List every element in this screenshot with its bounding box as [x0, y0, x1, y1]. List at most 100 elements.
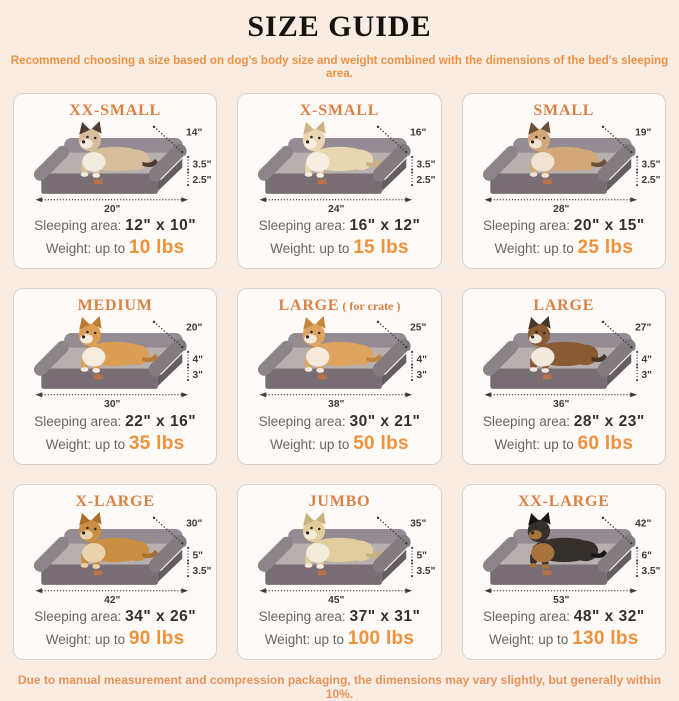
sleeping-area-label: Sleeping area: — [482, 218, 571, 234]
weight-label: Weight: up to — [45, 241, 126, 257]
sleeping-area-line: Sleeping area: 34" x 26" — [16, 607, 214, 627]
depth-dimension-label: 20" — [186, 323, 202, 334]
weight-line: Weight: up to 100 lbs — [240, 627, 438, 651]
pet-nose — [530, 140, 534, 144]
pet-illustration — [303, 316, 383, 374]
bed-front-bolster — [259, 534, 411, 575]
depth-dimension-label: 16" — [410, 128, 426, 139]
weight-value: 15 lbs — [353, 237, 409, 259]
weight-label: Weight: up to — [494, 241, 574, 257]
bolster-height-label: 6" — [641, 550, 652, 561]
bed-front-bolster — [34, 534, 187, 575]
bed-front-bolster — [259, 339, 411, 380]
size-title-suffix: ( for crate ) — [339, 299, 401, 314]
base-height-label: 3.5" — [192, 566, 211, 577]
base-height-label: 2.5" — [417, 175, 436, 186]
dimension-annotations: 35" 5" 3.5" 45" — [259, 516, 436, 605]
depth-dimension-label: 19" — [635, 128, 651, 139]
bed-illustration: 42" 6" 3.5" 53" — [482, 511, 660, 605]
size-title-main: XX-LARGE — [517, 492, 610, 510]
base-height-label: 3.5" — [641, 566, 660, 577]
dimension-annotations: 42" 6" 3.5" 53" — [484, 516, 660, 605]
size-title-main: XX-SMALL — [69, 102, 162, 119]
bed-front-bolster — [34, 339, 187, 380]
page-title: SIZE GUIDE — [247, 10, 432, 43]
pet-nose — [81, 530, 86, 535]
pet-illustration — [78, 316, 158, 374]
weight-value: 90 lbs — [128, 627, 185, 649]
size-title: MEDIUM — [16, 296, 214, 315]
brand-tag — [318, 569, 327, 575]
width-dimension-label: 38" — [328, 399, 344, 409]
pet-illustration — [527, 316, 607, 374]
sleeping-area-value: 28" x 23" — [573, 412, 645, 430]
bolster-height-label: 3.5" — [192, 160, 211, 171]
bed-illustration: 35" 5" 3.5" 45" — [258, 511, 436, 605]
dimension-annotations: 14" 3.5" 2.5" 20" — [35, 125, 212, 214]
pet-nose — [306, 140, 310, 144]
weight-label: Weight: up to — [45, 436, 126, 452]
depth-dimension-label: 30" — [186, 518, 202, 529]
size-title-main: SMALL — [533, 102, 595, 119]
depth-dimension-label: 14" — [186, 128, 202, 139]
weight-value: 50 lbs — [353, 432, 409, 454]
bed-illustration: 16" 3.5" 2.5" 24" — [258, 121, 436, 214]
sleeping-area-label: Sleeping area: — [34, 218, 122, 234]
pet-nose — [81, 140, 86, 144]
weight-value: 25 lbs — [577, 237, 634, 259]
bolster-height-label: 5" — [417, 550, 428, 561]
sleeping-area-label: Sleeping area: — [258, 218, 346, 234]
base-height-label: 3" — [192, 371, 203, 382]
width-dimension-label: 36" — [553, 399, 569, 409]
width-dimension-label: 24" — [328, 204, 344, 214]
weight-line: Weight: up to 90 lbs — [16, 627, 214, 651]
sleeping-area-value: 48" x 32" — [573, 607, 645, 625]
weight-line: Weight: up to 15 lbs — [240, 236, 438, 260]
sleeping-area-label: Sleeping area: — [34, 413, 122, 429]
size-title: JUMBO — [240, 492, 438, 511]
footer-note: Due to manual measurement and compressio… — [17, 672, 662, 701]
size-title: SMALL — [465, 101, 663, 120]
size-card: JUMBO — [237, 483, 442, 660]
weight-label: Weight: up to — [494, 436, 574, 452]
sleeping-area-value: 20" x 15" — [573, 217, 645, 235]
width-dimension-label: 42" — [104, 595, 120, 605]
weight-label: Weight: up to — [489, 631, 569, 647]
bed-illustration: 25" 4" 3" 38" — [258, 316, 427, 410]
base-height-label: 3" — [641, 371, 652, 382]
depth-dimension-label: 25" — [410, 323, 426, 334]
size-card: XX-SMALL — [13, 93, 218, 270]
sleeping-area-line: Sleeping area: 20" x 15" — [465, 216, 663, 236]
weight-value: 60 lbs — [577, 432, 634, 454]
dimension-annotations: 30" 5" 3.5" 42" — [35, 516, 212, 605]
sleeping-area-label: Sleeping area: — [258, 413, 346, 429]
weight-value: 100 lbs — [347, 627, 415, 649]
bed-illustration: 14" 3.5" 2.5" 20" — [33, 121, 212, 214]
depth-dimension-label: 35" — [410, 518, 426, 529]
brand-tag — [542, 569, 552, 575]
size-title: LARGE — [465, 296, 663, 315]
brand-tag — [93, 374, 103, 380]
brand-tag — [93, 569, 103, 575]
dimension-annotations: 19" 3.5" 2.5" 28" — [484, 125, 660, 214]
pet-nose — [530, 335, 534, 339]
bed-front-bolster — [483, 534, 636, 575]
depth-dimension-label: 27" — [635, 323, 651, 334]
sleeping-area-line: Sleeping area: 28" x 23" — [465, 412, 663, 432]
weight-line: Weight: up to 10 lbs — [16, 236, 214, 260]
sleeping-area-value: 37" x 31" — [349, 607, 421, 625]
dimension-annotations: 27" 4" 3" 36" — [484, 320, 652, 410]
sleeping-area-value: 34" x 26" — [125, 607, 197, 625]
size-title-main: LARGE — [278, 297, 340, 315]
page-subtitle: Recommend choosing a size based on dog's… — [10, 54, 669, 80]
base-height-label: 2.5" — [641, 175, 660, 186]
sleeping-area-label: Sleeping area: — [482, 413, 571, 429]
weight-value: 10 lbs — [128, 237, 185, 259]
sleeping-area-label: Sleeping area: — [34, 608, 122, 624]
bolster-height-label: 4" — [192, 355, 203, 366]
bolster-height-label: 4" — [641, 355, 652, 366]
size-card: XX-LARGE — [461, 483, 666, 660]
weight-line: Weight: up to 130 lbs — [465, 627, 663, 651]
bed-front-bolster — [34, 143, 187, 185]
sleeping-area-value: 22" x 16" — [125, 412, 197, 430]
